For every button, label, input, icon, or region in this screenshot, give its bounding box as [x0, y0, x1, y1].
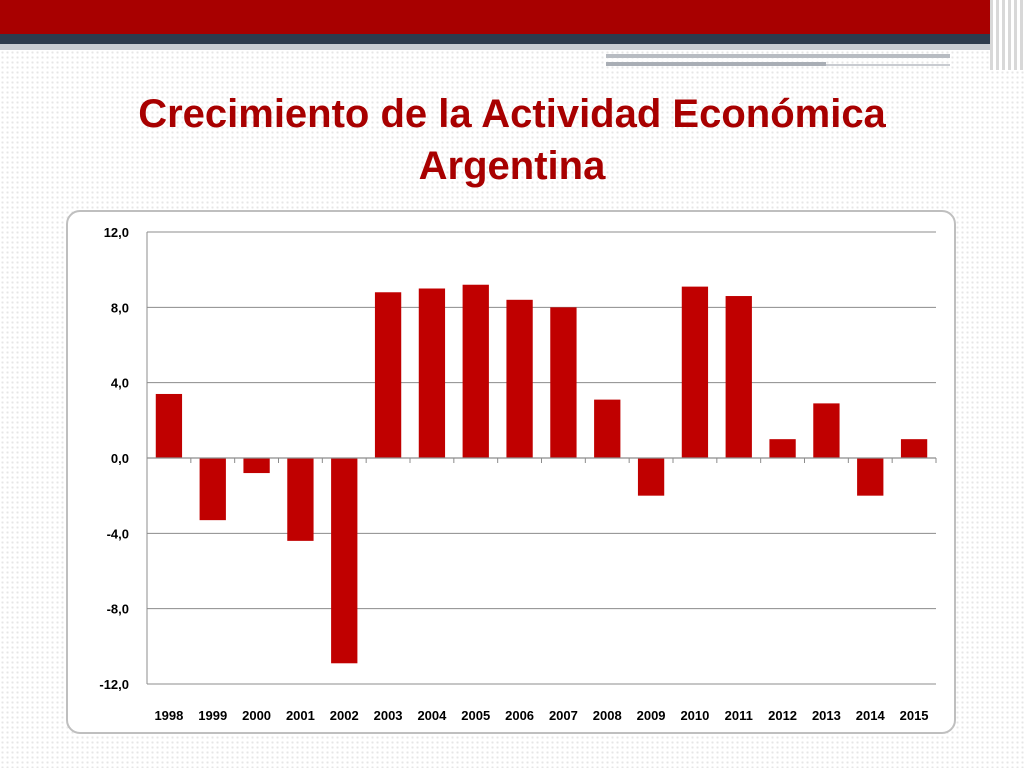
label-layer: 12,0 8,0 4,0 0,0 -4,0 -8,0 -12,0 1998 1999 2000 20… [99, 225, 928, 723]
x-tick-label: 2009 [637, 708, 666, 723]
slide-title-line1: Crecimiento de la Actividad Económica [138, 92, 886, 136]
bar-2008 [594, 399, 621, 458]
y-tick-label: -12,0 [99, 677, 129, 692]
bar-2014 [857, 458, 884, 496]
y-tick-label: -4,0 [107, 526, 129, 541]
accent-line [826, 64, 950, 66]
bar-2012 [769, 439, 796, 458]
x-tick-label: 2012 [768, 708, 797, 723]
header-red-bar [0, 0, 1024, 34]
x-tick-label: 2004 [417, 708, 447, 723]
x-tick-label: 2015 [900, 708, 929, 723]
bar-1998 [155, 393, 183, 458]
slide-title: Crecimiento de la Actividad Económica Ar… [0, 88, 1024, 192]
bar-2000 [243, 458, 270, 474]
header-light-band [0, 44, 1000, 50]
bar-2009 [637, 458, 665, 496]
x-tick-label: 1999 [198, 708, 227, 723]
x-tick-label: 2002 [330, 708, 359, 723]
bar-2007 [550, 307, 577, 458]
y-tick-label: 0,0 [111, 451, 129, 466]
y-tick-label: 12,0 [104, 225, 129, 240]
bar-2015 [900, 439, 928, 458]
x-tick-label: 2010 [680, 708, 709, 723]
y-tick-label: 4,0 [111, 376, 129, 391]
bar-2011 [725, 296, 752, 458]
x-tick-label: 2008 [593, 708, 622, 723]
accent-line [606, 62, 826, 66]
x-tick-label: 2000 [242, 708, 271, 723]
x-tick-label: 2007 [549, 708, 578, 723]
x-tick-label: 2011 [725, 708, 753, 723]
x-tick-label: 2001 [286, 708, 315, 723]
slide-title-line2: Argentina [418, 144, 606, 188]
x-tick-label: 2006 [505, 708, 534, 723]
axis-layer [146, 232, 937, 684]
bar-layer [155, 284, 928, 664]
bar-2006 [506, 299, 533, 458]
bar-2005 [462, 284, 489, 458]
x-tick-label: 2013 [812, 708, 841, 723]
bar-2004 [418, 288, 446, 458]
y-tick-label: 8,0 [111, 300, 129, 315]
bar-2001 [287, 458, 314, 541]
y-tick-label: -8,0 [107, 602, 129, 617]
bar-2013 [813, 403, 840, 458]
x-tick-label: 2014 [856, 708, 886, 723]
corner-stripes [990, 0, 1024, 70]
bar-2010 [681, 286, 709, 458]
x-tick-label: 2003 [374, 708, 403, 723]
bar-2003 [374, 292, 402, 458]
bar-2002 [331, 458, 358, 664]
accent-line [606, 54, 950, 58]
x-tick-label: 2005 [461, 708, 490, 723]
x-tick-label: 1998 [154, 708, 183, 723]
bar-1999 [199, 458, 226, 521]
